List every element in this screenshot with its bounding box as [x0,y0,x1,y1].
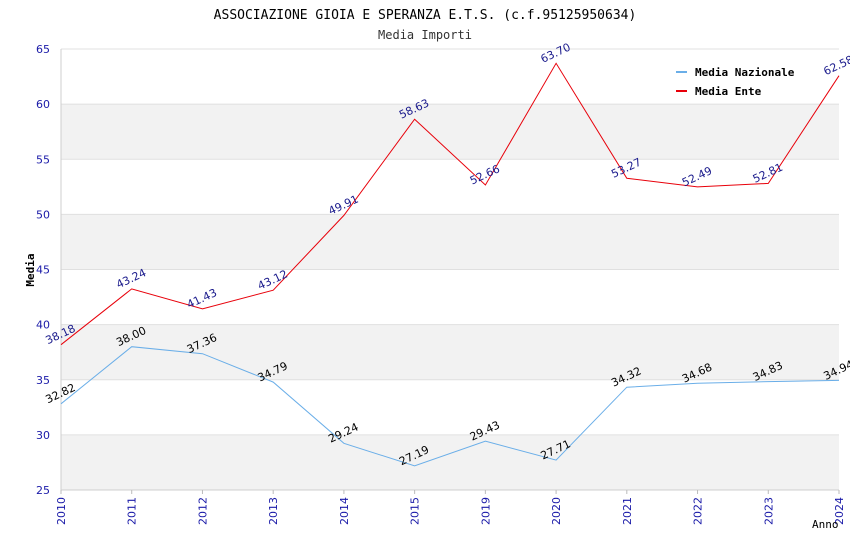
data-label: 41.43 [185,286,219,311]
x-tick-label: 2015 [409,497,422,525]
grid-band [61,104,839,160]
series-line-media-ente [60,62,840,346]
data-label: 63.70 [539,41,573,66]
data-label: 52.66 [468,162,502,187]
data-label: 43.12 [256,268,290,293]
x-tick-label: 2023 [762,497,775,525]
y-tick-label: 50 [36,208,50,221]
data-label: 52.81 [751,161,785,186]
y-tick-label: 45 [36,264,50,277]
chart-title: ASSOCIAZIONE GIOIA E SPERANZA E.T.S. (c.… [214,8,637,23]
x-tick-label: 2010 [55,497,68,525]
x-axis-title: Anno [812,518,839,531]
y-tick-label: 25 [36,484,50,497]
y-axis-ticks: 25 30 35 40 45 50 55 60 65 [36,43,50,497]
y-tick-label: 65 [36,43,50,56]
x-axis-ticks: 2010 2011 2012 2013 2014 2015 2019 2020 2021 2022… [55,490,846,525]
legend-box [669,60,809,101]
y-tick-label: 30 [36,429,50,442]
y-tick-label: 40 [36,319,50,332]
legend-label: Media Nazionale [695,66,795,79]
x-tick-label: 2019 [479,497,492,525]
y-tick-label: 35 [36,374,50,387]
x-tick-label: 2013 [267,497,280,525]
y-tick-label: 55 [36,153,50,166]
legend-label: Media Ente [695,85,762,98]
grid-band [61,434,839,490]
grid-band [61,214,839,270]
x-tick-label: 2021 [621,497,634,525]
x-tick-label: 2022 [692,497,705,525]
series-line-media-nazionale [60,346,840,467]
y-tick-label: 60 [36,98,50,111]
legend: Media Nazionale Media Ente [669,60,809,101]
grid-bands [61,104,839,490]
x-tick-label: 2020 [550,497,563,525]
x-tick-label: 2014 [338,497,351,525]
gridlines [60,48,839,491]
chart-subtitle: Media Importi [378,28,472,42]
x-tick-label: 2024 [833,497,846,525]
series-lines [60,62,840,467]
grid-band [61,324,839,380]
y-axis-title: Media [24,253,37,286]
data-label: 62.58 [821,53,850,78]
data-label: 52.49 [680,164,714,189]
x-tick-label: 2011 [126,497,139,525]
x-tick-label: 2012 [196,497,209,525]
